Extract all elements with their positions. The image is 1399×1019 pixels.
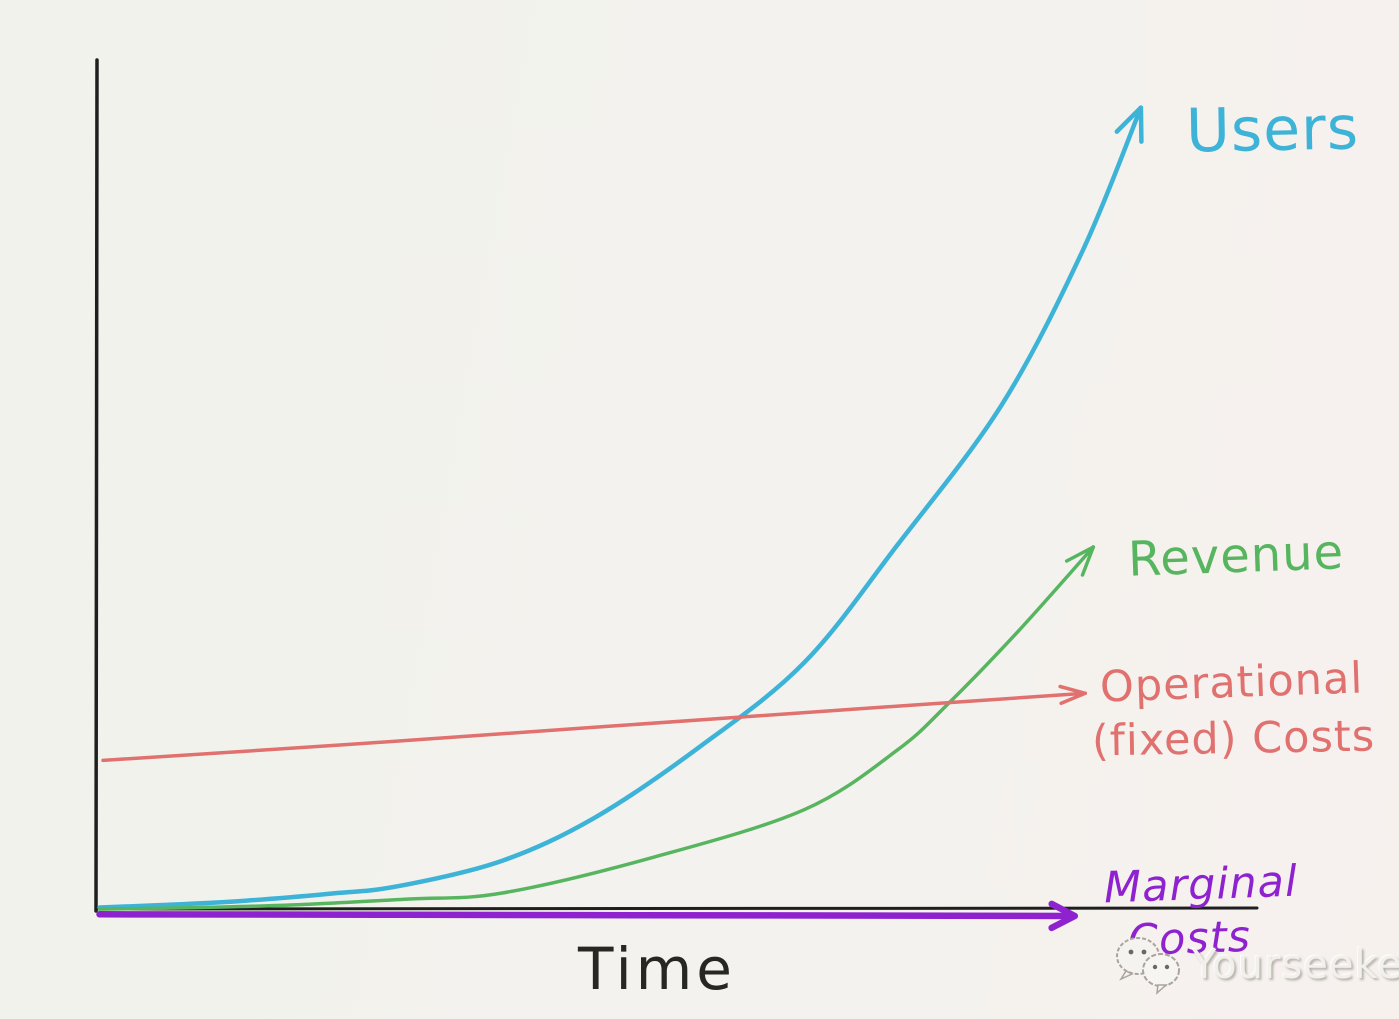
x-axis-line	[94, 906, 1259, 911]
series-layer	[96, 105, 1144, 932]
operational-costs-label-line1: Operational	[1099, 653, 1365, 713]
revenue-series-label: Revenue	[1127, 524, 1345, 588]
operational-costs-label-line2: (fixed) Costs	[1091, 711, 1376, 767]
series-arrowhead-operational-fixed-costs	[1058, 684, 1087, 706]
y-axis-line	[94, 58, 99, 913]
marginal-costs-label-line1: Marginal	[1103, 856, 1299, 914]
x-axis-title: Time	[578, 935, 736, 1003]
series-line-revenue	[97, 545, 1096, 911]
series-arrowhead-users	[1114, 105, 1144, 144]
watermark: Yourseeker	[1112, 930, 1399, 1000]
series-arrowhead-revenue	[1064, 545, 1096, 577]
users-series-label: Users	[1185, 93, 1360, 167]
series-arrowhead-marginal-costs	[1048, 900, 1078, 932]
series-line-users	[97, 105, 1144, 910]
series-line-marginal-costs	[96, 911, 1078, 920]
wechat-chat-bubbles-icon	[1116, 937, 1180, 995]
series-line-operational-fixed-costs	[101, 691, 1087, 763]
watermark-text: Yourseeker	[1192, 942, 1399, 988]
